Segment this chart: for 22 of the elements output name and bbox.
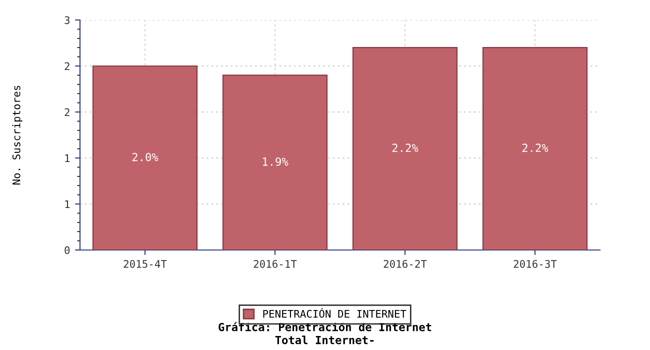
bar [482, 47, 588, 250]
data-label: 1.9% [262, 157, 288, 166]
text: Gráfica: Penetración de Internet [218, 322, 432, 332]
y-axis-title: No. Suscriptores [12, 86, 22, 184]
y-tick-label: 1 [65, 200, 70, 208]
y-tick-label: 3 [64, 16, 70, 24]
y-tick-label: 2 [64, 108, 70, 116]
y-tick-label: 0 [64, 246, 70, 254]
x-tick-label: 2016-2T [384, 260, 427, 268]
bar [222, 74, 328, 250]
x-tick-label: 2015-4T [124, 260, 167, 268]
bar [92, 65, 198, 250]
data-label: 2.2% [392, 144, 418, 152]
bar [352, 47, 458, 250]
data-label: 2.0% [132, 152, 158, 162]
x-tick-label: 2016-1T [254, 260, 297, 268]
text: Total Internet- [275, 336, 374, 344]
x-tick-label: 2016-3T [514, 260, 557, 268]
data-label: 2.2% [522, 144, 548, 152]
y-tick-label: 1 [65, 154, 70, 162]
legend-label: PENETRACIÓN DE INTERNET [263, 308, 406, 318]
y-tick-label: 2 [64, 62, 70, 70]
